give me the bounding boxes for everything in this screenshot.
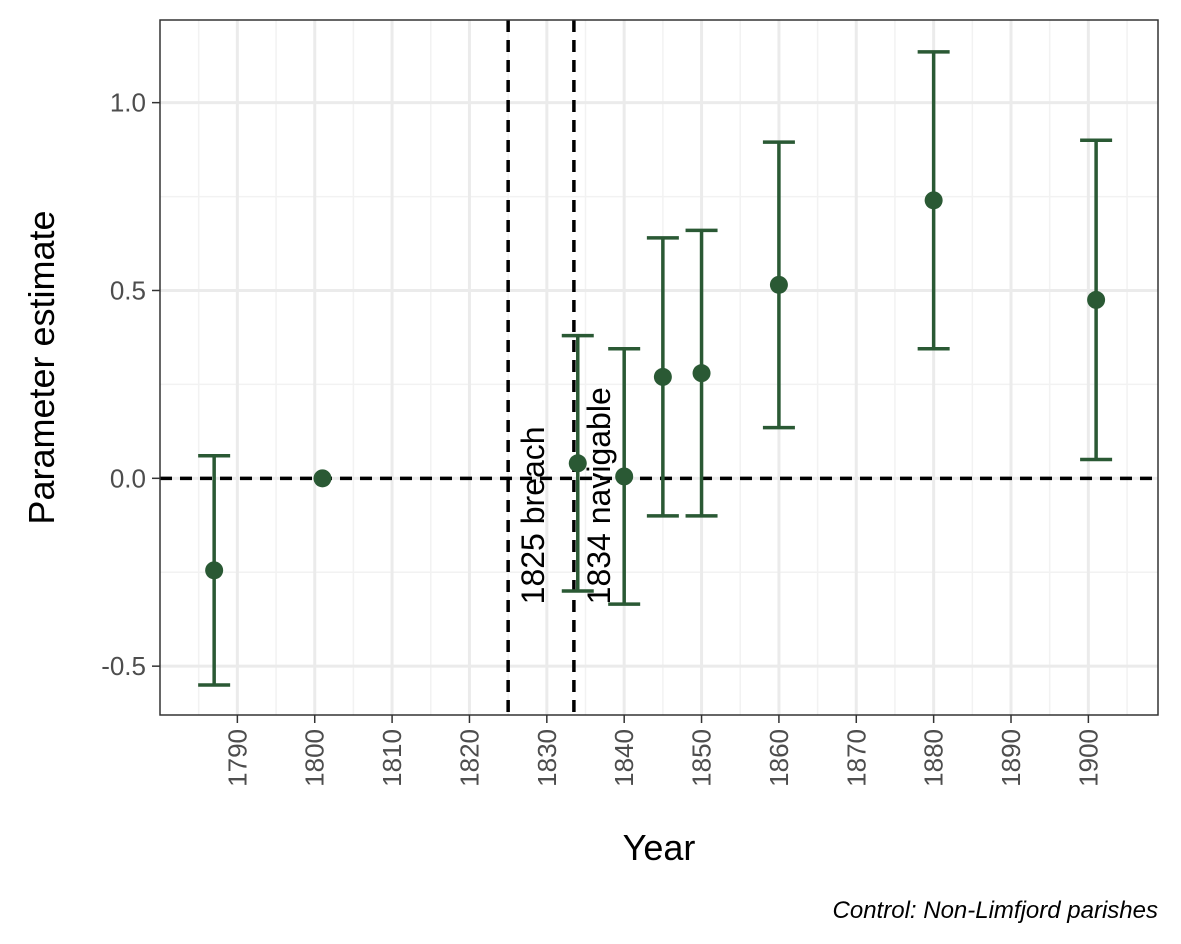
y-axis-title: Parameter estimate	[21, 210, 62, 524]
y-tick-label: 0.0	[110, 463, 146, 493]
data-points	[205, 191, 1106, 580]
x-axis-title: Year	[623, 827, 696, 868]
x-tick-label: 1860	[764, 729, 794, 787]
data-point	[568, 454, 587, 473]
x-tick-label: 1820	[454, 729, 484, 787]
caption: Control: Non-Limfjord parishes	[833, 897, 1158, 924]
x-tick-label: 1890	[996, 729, 1026, 787]
data-point	[769, 275, 788, 294]
reference-line-label: 1825 breach	[515, 426, 551, 604]
data-point	[615, 467, 634, 486]
x-tick-label: 1790	[222, 729, 252, 787]
panel-border	[159, 19, 1159, 716]
data-point	[313, 469, 332, 488]
y-tick-label: -0.5	[101, 651, 146, 681]
data-point	[924, 191, 943, 210]
x-tick-label: 1810	[377, 729, 407, 787]
y-axis-ticks: -0.5 0.0 0.5 1.0	[101, 88, 160, 681]
y-tick-label: 1.0	[110, 88, 146, 118]
x-tick-label: 1830	[532, 729, 562, 787]
reference-lines	[160, 20, 1158, 715]
x-axis-ticks: 1790 1800 1810 1820 1830 1840 1850 1860 1870 1880…	[222, 715, 1103, 787]
x-tick-label: 1840	[609, 729, 639, 787]
x-tick-label: 1880	[919, 729, 949, 787]
reference-line-label: 1834 navigable	[581, 387, 617, 604]
grid-major	[160, 20, 1158, 715]
data-point	[653, 367, 672, 386]
y-tick-label: 0.5	[110, 275, 146, 305]
x-tick-label: 1850	[687, 729, 717, 787]
annotations: 1825 breach 1834 navigable	[515, 387, 617, 604]
x-tick-label: 1800	[300, 729, 330, 787]
x-tick-label: 1870	[841, 729, 871, 787]
grid-minor	[160, 20, 1158, 715]
x-tick-label: 1900	[1073, 729, 1103, 787]
data-point	[205, 561, 224, 580]
data-point	[1087, 290, 1106, 309]
data-point	[692, 364, 711, 383]
error-bars	[198, 50, 1113, 687]
